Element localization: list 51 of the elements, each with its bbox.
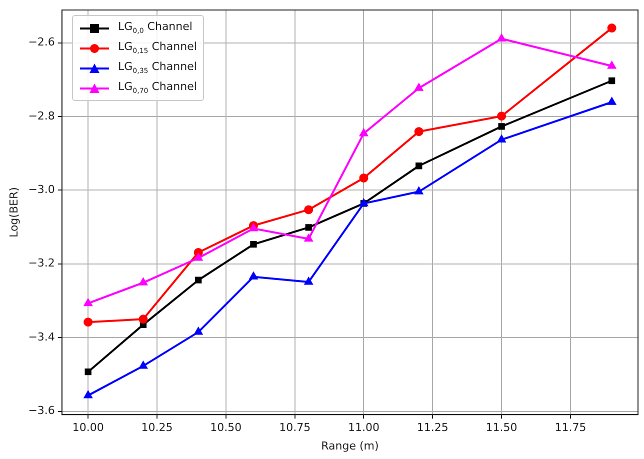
point xyxy=(249,272,258,280)
y-tick-label: −3.6 xyxy=(28,404,55,418)
x-tick-label: 11.00 xyxy=(348,421,380,434)
point xyxy=(497,34,506,42)
point xyxy=(359,174,368,183)
legend-label: LG$_{0,15}$ Channel xyxy=(118,40,197,56)
x-tick-label: 11.75 xyxy=(554,421,586,434)
point xyxy=(84,390,92,398)
y-tick-label: −2.8 xyxy=(28,109,55,122)
point xyxy=(84,318,93,327)
point xyxy=(498,123,505,130)
point xyxy=(249,224,258,232)
legend-label: LG$_{0,70}$ Channel xyxy=(118,80,197,96)
point xyxy=(497,112,506,121)
legend-label: LG$_{0,35}$ Channel xyxy=(118,60,197,76)
x-tick-label: 10.50 xyxy=(210,421,242,434)
x-axis-title: Range (m) xyxy=(321,439,379,452)
x-tick-label: 11.25 xyxy=(416,421,448,434)
point xyxy=(497,134,506,142)
point xyxy=(304,205,314,214)
point xyxy=(416,162,422,170)
point xyxy=(304,276,314,285)
point xyxy=(607,24,616,33)
point xyxy=(608,77,616,84)
x-tick-label: 10.75 xyxy=(279,421,311,434)
point xyxy=(84,298,92,306)
point xyxy=(414,186,424,194)
point xyxy=(138,360,148,369)
point xyxy=(84,368,92,376)
point xyxy=(414,83,424,91)
point xyxy=(414,127,424,136)
point xyxy=(607,97,616,105)
y-tick-label: −3.0 xyxy=(28,183,55,196)
point xyxy=(607,61,616,69)
x-tick-label: 10.00 xyxy=(72,421,104,434)
point xyxy=(194,252,203,261)
point xyxy=(250,241,257,248)
x-tick-label: 10.25 xyxy=(141,421,173,434)
point xyxy=(194,327,203,335)
point xyxy=(305,224,312,231)
point xyxy=(138,314,148,324)
y-tick-label: −3.2 xyxy=(28,256,55,270)
point xyxy=(138,278,148,286)
point xyxy=(304,234,314,242)
x-tick-label: 11.50 xyxy=(486,421,518,434)
y-tick-label: −2.6 xyxy=(28,36,55,49)
y-tick-label: −3.4 xyxy=(28,330,55,344)
point xyxy=(195,276,202,284)
point xyxy=(359,128,368,136)
y-axis-title: Log(BER) xyxy=(7,187,20,238)
legend-label: LG$_{0,0}$ Channel xyxy=(118,20,192,36)
